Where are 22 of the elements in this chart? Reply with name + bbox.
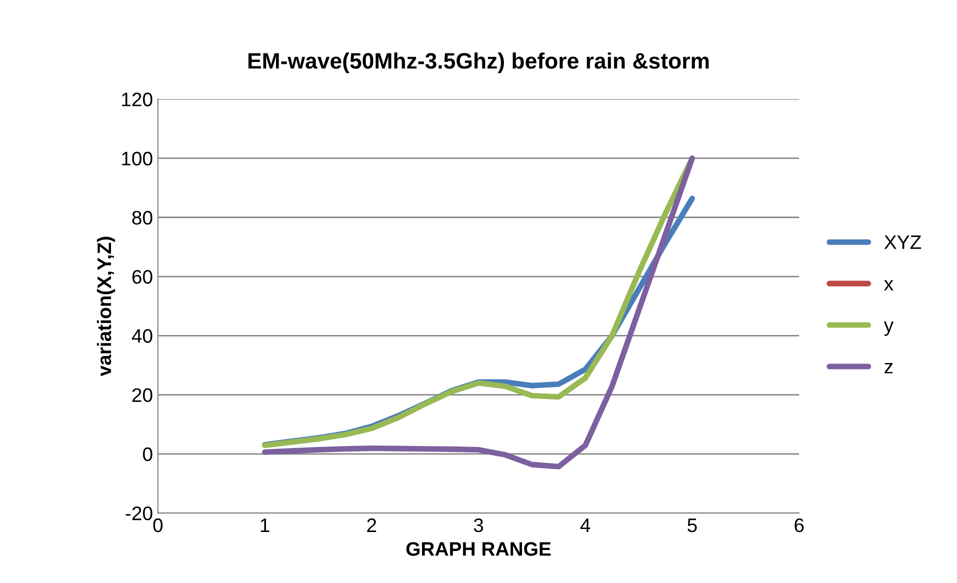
legend-label: y bbox=[884, 322, 894, 336]
y-tick-label: 100 bbox=[122, 152, 152, 166]
x-tick-label: 5 bbox=[688, 518, 697, 532]
y-tick-label: 80 bbox=[132, 210, 152, 225]
x-tick-label: 2 bbox=[367, 518, 376, 532]
y-tick-label: 60 bbox=[132, 270, 152, 284]
legend-label: x bbox=[884, 280, 894, 290]
chart-title: EM-wave(50Mhz-3.5Ghz) before rain &storm bbox=[248, 52, 709, 74]
x-axis-title: GRAPH RANGE bbox=[406, 542, 551, 556]
y-tick-label: 40 bbox=[132, 329, 152, 343]
y-tick-label: 0 bbox=[142, 447, 152, 462]
y-tick-label: 20 bbox=[132, 388, 152, 402]
x-tick-label: 0 bbox=[153, 518, 163, 532]
legend-label: XYZ bbox=[884, 236, 922, 249]
x-tick-label: 6 bbox=[794, 518, 804, 532]
y-axis-title: variation(X,Y,Z) bbox=[96, 236, 116, 376]
x-tick-label: 3 bbox=[474, 518, 484, 532]
x-tick-label: 1 bbox=[260, 518, 270, 532]
y-tick-label: 120 bbox=[122, 92, 152, 106]
legend-label: z bbox=[884, 363, 893, 374]
y-tick-label: -20 bbox=[126, 506, 152, 520]
x-tick-label: 4 bbox=[580, 518, 590, 532]
